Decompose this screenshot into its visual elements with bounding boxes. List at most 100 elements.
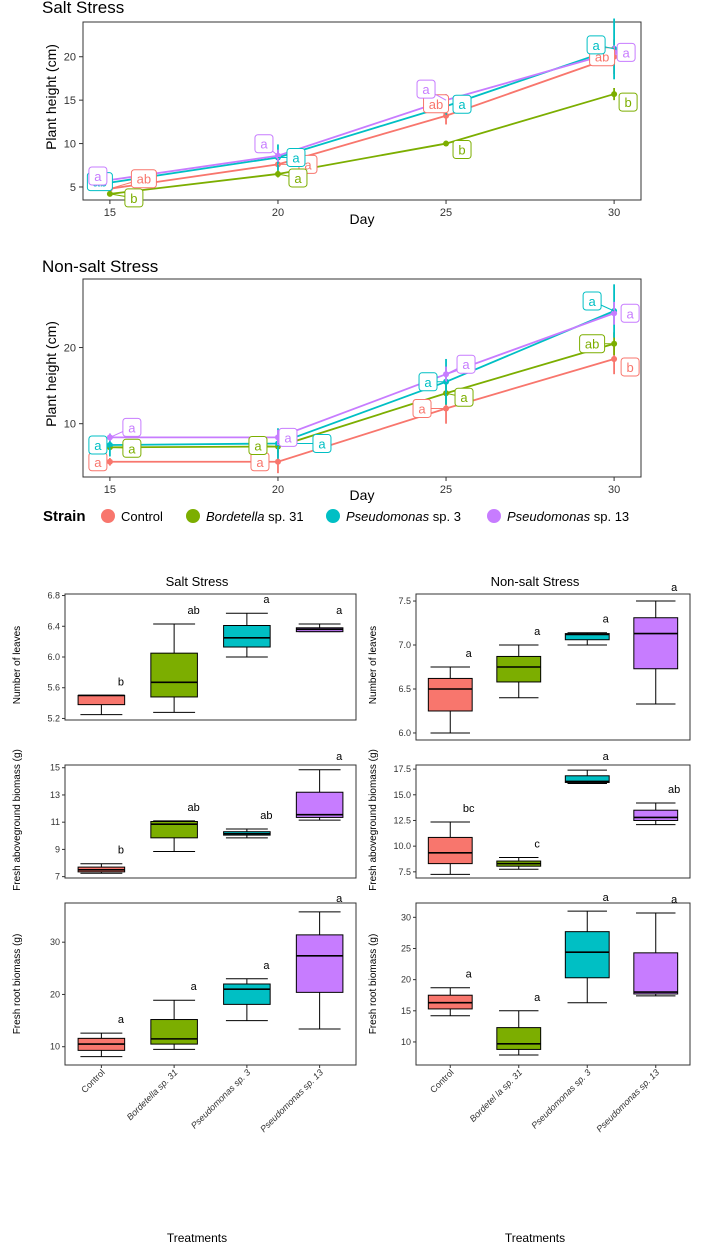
label-box bbox=[586, 35, 606, 55]
significance-label: b bbox=[626, 360, 633, 375]
significance-label: a bbox=[94, 438, 102, 453]
data-point bbox=[611, 355, 618, 362]
significance-label: a bbox=[284, 430, 292, 445]
label-box bbox=[412, 398, 432, 418]
significance-label: a bbox=[128, 441, 136, 456]
x-tick-label: Pseudomonas sp. 13 bbox=[594, 1067, 661, 1134]
data-point bbox=[611, 91, 618, 98]
series-line bbox=[109, 310, 615, 446]
significance-label: a bbox=[424, 375, 432, 390]
x-tick-label: 30 bbox=[608, 207, 620, 219]
significance-label: a bbox=[458, 97, 466, 112]
significance-label: a bbox=[592, 38, 600, 53]
legend-label-pseudomonas-13: Pseudomonas sp. 13 bbox=[507, 509, 629, 524]
y-tick-label: 15.0 bbox=[393, 790, 411, 800]
label-box bbox=[456, 354, 476, 374]
box bbox=[496, 655, 542, 683]
x-axis-label: Day bbox=[350, 487, 375, 503]
significance-label: a bbox=[254, 439, 262, 454]
y-axis-label: Plant height (cm) bbox=[43, 44, 59, 150]
x-tick-label: Bordetel la sp. 31 bbox=[468, 1067, 525, 1124]
significance-label: a bbox=[626, 306, 634, 321]
significance-label: a bbox=[294, 171, 302, 186]
legend-key-pseudomonas-13 bbox=[487, 509, 501, 523]
significance-label: a bbox=[603, 614, 610, 626]
x-tick-label: 25 bbox=[440, 207, 452, 219]
line-chart-non-salt-stress: Non-salt Stress Plant height (cm) Day 10… bbox=[42, 257, 642, 503]
panel-title-salt: Salt Stress bbox=[166, 574, 229, 589]
significance-label: bc bbox=[463, 803, 475, 815]
legend: Strain Control Bordetella sp. 31 Pseudom… bbox=[43, 508, 629, 525]
significance-label: a bbox=[336, 893, 343, 905]
y-tick-label: 7.5 bbox=[398, 596, 411, 606]
y-tick-label: 6.4 bbox=[47, 621, 60, 631]
label-box bbox=[416, 79, 436, 99]
x-tick-label: Pseudomonas sp. 13 bbox=[258, 1067, 325, 1134]
y-tick-label: 17.5 bbox=[393, 764, 411, 774]
y-tick-label: 12.5 bbox=[393, 815, 411, 825]
box bbox=[77, 694, 126, 706]
label-box bbox=[124, 188, 144, 208]
y-tick-label: 10 bbox=[64, 139, 76, 151]
chart-title: Salt Stress bbox=[42, 0, 124, 17]
plot-frame bbox=[64, 764, 357, 879]
series-line bbox=[109, 48, 615, 184]
box bbox=[564, 633, 610, 641]
x-tick-label: 30 bbox=[608, 484, 620, 496]
x-tick-label: Pseudomonas sp. 3 bbox=[189, 1067, 252, 1130]
significance-label: a bbox=[336, 751, 343, 763]
box-panel-leaves-salt: Number of leaves 5.2 5.6 6.0 6.4 6.8 b ab a a bbox=[12, 591, 357, 723]
significance-label: a bbox=[118, 1014, 125, 1026]
label-box bbox=[454, 387, 474, 407]
data-point bbox=[106, 458, 113, 465]
box bbox=[427, 836, 473, 865]
significance-label: a bbox=[256, 455, 264, 470]
legend-key-control bbox=[101, 509, 115, 523]
significance-label: a bbox=[191, 981, 198, 993]
chart-title: Non-salt Stress bbox=[42, 257, 158, 276]
panel-title-non-salt: Non-salt Stress bbox=[491, 574, 580, 589]
data-point bbox=[106, 442, 113, 449]
y-tick-label: 30 bbox=[401, 912, 411, 922]
significance-label: a bbox=[534, 626, 541, 638]
significance-label: a bbox=[462, 357, 470, 372]
significance-label: a bbox=[466, 648, 473, 660]
y-tick-label: 20 bbox=[64, 52, 76, 64]
label-box bbox=[278, 427, 298, 447]
box-panel-aboveground-salt: Fresh aboveground biomass (g) 7 9 11 13 15 b a… bbox=[12, 749, 357, 891]
significance-label: a bbox=[534, 992, 541, 1004]
significance-label: ab bbox=[188, 802, 200, 814]
y-tick-label: 15 bbox=[401, 1006, 411, 1016]
box-panel-root-salt: Fresh root biomass (g) Treatments 10 20 30… bbox=[12, 893, 357, 1245]
box-panel-root-non-salt: Fresh root biomass (g) Treatments 10 15 20… bbox=[368, 892, 691, 1245]
legend-key-pseudomonas-3 bbox=[326, 509, 340, 523]
significance-label: a bbox=[466, 969, 473, 981]
box bbox=[496, 1027, 542, 1050]
data-point bbox=[611, 310, 618, 317]
y-tick-label: 6.0 bbox=[47, 652, 60, 662]
y-tick-label: 10.0 bbox=[393, 841, 411, 851]
box-panel-leaves-non-salt: Number of leaves 6.0 6.5 7.0 7.5 a a a a bbox=[368, 582, 691, 741]
label-box bbox=[122, 438, 142, 458]
y-tick-label: 9 bbox=[55, 844, 60, 854]
label-box bbox=[452, 140, 472, 160]
significance-label: ab bbox=[188, 605, 200, 617]
significance-label: b bbox=[130, 191, 137, 206]
label-box bbox=[88, 435, 108, 455]
y-tick-label: 15 bbox=[64, 95, 76, 107]
significance-label: a bbox=[304, 157, 312, 172]
box bbox=[564, 775, 610, 783]
significance-label: a bbox=[94, 455, 102, 470]
label-box bbox=[618, 92, 638, 112]
y-tick-label: 7.5 bbox=[398, 867, 411, 877]
box bbox=[564, 931, 610, 979]
label-box bbox=[582, 291, 602, 311]
y-tick-label: 30 bbox=[50, 937, 60, 947]
y-tick-label: 6.5 bbox=[398, 684, 411, 694]
significance-label: ab bbox=[260, 810, 272, 822]
y-axis-label: Fresh aboveground biomass (g) bbox=[12, 749, 23, 891]
box bbox=[427, 677, 473, 712]
significance-label: ab bbox=[668, 784, 680, 796]
significance-label: a bbox=[671, 894, 678, 906]
